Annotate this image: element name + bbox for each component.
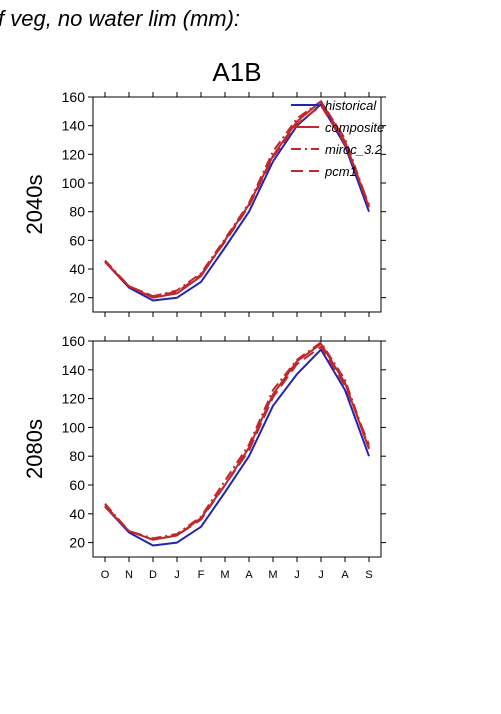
y-tick-label: 120	[62, 391, 86, 407]
series-line-pcm1	[104, 104, 370, 298]
y-tick-label: 100	[62, 419, 86, 435]
y-axis-label: 2040s	[22, 175, 47, 235]
y-tick-label: 160	[62, 333, 86, 349]
legend-label: miroc_3.2	[325, 142, 383, 157]
plot-frame	[92, 340, 382, 558]
series-line-composite	[104, 342, 370, 541]
series-line-miroc-3-2	[104, 341, 370, 540]
x-tick-label: M	[268, 569, 277, 581]
y-tick-label: 80	[69, 204, 85, 220]
panel-2: 20 40 60 80 100 120 140 160 O N D J F M A M J J A S 2080s	[22, 333, 386, 581]
y-tick-label: 20	[69, 535, 85, 551]
x-tick-label: J	[174, 569, 180, 581]
series-line-pcm1	[104, 345, 370, 541]
series-line-historical	[104, 348, 370, 547]
y-tick-label: 140	[62, 118, 86, 134]
panel-1: A1B 20 40 60 80 100 120 140 160 2040s historical co…	[22, 57, 386, 317]
x-tick-label: A	[341, 569, 349, 581]
y-tick-label: 120	[62, 146, 86, 162]
series-line-miroc-3-2	[104, 100, 370, 298]
legend-label: historical	[325, 98, 377, 113]
y-tick-label: 140	[62, 362, 86, 378]
y-tick-label: 60	[69, 232, 85, 248]
legend: historical composite miroc_3.2 pcm1	[291, 98, 384, 179]
x-tick-label: S	[365, 569, 372, 581]
y-tick-label: 160	[62, 89, 86, 105]
figure-title: f veg, no water lim (mm):	[0, 6, 240, 31]
y-tick-label: 40	[69, 261, 85, 277]
legend-label: pcm1	[324, 164, 357, 179]
y-tick-label: 20	[69, 290, 85, 306]
y-axis-label: 2080s	[22, 419, 47, 479]
x-tick-label: F	[198, 569, 205, 581]
plot-frame	[92, 96, 382, 313]
panel-title: A1B	[212, 57, 261, 87]
y-tick-label: 60	[69, 477, 85, 493]
y-tick-label: 80	[69, 448, 85, 464]
y-tick-label: 40	[69, 506, 85, 522]
x-tick-label: D	[149, 569, 157, 581]
x-tick-label: N	[125, 569, 133, 581]
legend-label: composite	[325, 120, 384, 135]
x-tick-label: A	[245, 569, 253, 581]
x-tick-label: M	[220, 569, 229, 581]
x-tick-label: J	[318, 569, 324, 581]
x-tick-label: J	[294, 569, 300, 581]
y-tick-label: 100	[62, 175, 86, 191]
x-tick-label: O	[101, 569, 110, 581]
